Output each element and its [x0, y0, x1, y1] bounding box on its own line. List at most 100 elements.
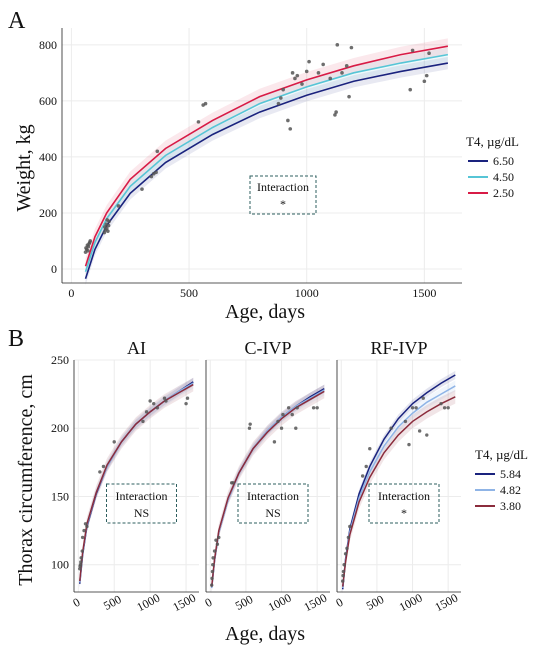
- panel-b-annotation-box: [106, 483, 177, 524]
- panel-b-point: [215, 542, 220, 546]
- panel-b-line-4.82: [79, 382, 194, 583]
- panel-b-point: [425, 433, 429, 437]
- panel-b: B AI 0 500 1000 1500 100 150 200 250 Interaction N…: [8, 326, 528, 645]
- panel-b-point: [80, 535, 85, 540]
- panel-b-y-tick-label: 250: [51, 353, 69, 367]
- panel-a-letter: A: [8, 8, 26, 34]
- panel-b-point: [315, 406, 319, 410]
- panel-b-facet-ai: AI 0 500 1000 1500 100 150 200 250 Interaction NS: [51, 338, 199, 614]
- panel-b-facet-title: C-IVP: [244, 338, 291, 358]
- panel-a-point: [149, 174, 154, 179]
- panel-b-annotation-label: Interaction: [116, 489, 168, 503]
- panel-a-point: [347, 94, 351, 99]
- panel-a-point: [424, 73, 429, 78]
- panel-a-x-tick-label: 500: [180, 286, 198, 300]
- panel-b-point: [368, 447, 372, 451]
- panel-b-point: [279, 426, 284, 430]
- panel-b-point: [341, 573, 345, 578]
- panel-a-y-tick-label: 800: [39, 38, 57, 52]
- panel-b-legend-label: 3.80: [500, 499, 521, 513]
- panel-a-point: [427, 51, 431, 56]
- panel-b-legend: T4, µg/dL 5.84 4.82 3.80: [475, 447, 528, 513]
- panel-b-y-tick-label: 200: [51, 421, 69, 435]
- panel-b-point: [247, 426, 252, 430]
- panel-b-point: [141, 419, 145, 424]
- panel-b-facets: AI0 500 1000 1500100150200250InteractionNSC…: [51, 338, 461, 614]
- panel-b-band-5.84: [79, 377, 194, 588]
- panel-b-point: [417, 429, 422, 433]
- panel-b-point: [101, 464, 106, 469]
- panel-a-point: [281, 87, 285, 92]
- panel-b-point: [98, 470, 102, 474]
- panel-a-point: [155, 149, 160, 154]
- panel-b-annotation-box: [368, 483, 440, 524]
- panel-a-point: [154, 170, 158, 175]
- panel-a-band-4.50: [85, 47, 448, 279]
- panel-b-point: [286, 406, 291, 410]
- panel-b-x-tick-label: 1500: [301, 591, 329, 615]
- panel-b-annotation-label: Interaction: [247, 489, 299, 503]
- panel-b-point: [184, 401, 188, 406]
- panel-a-point: [86, 248, 90, 253]
- panel-a-point: [328, 76, 333, 81]
- panel-a: A 0 500 1000 1500 0 200 400 600 800 Age, days We…: [8, 8, 519, 323]
- panel-a-confidence-bands: [85, 38, 448, 285]
- panel-a-x-tick-label: 1500: [412, 286, 436, 300]
- panel-a-point: [102, 230, 107, 235]
- panel-a-point: [295, 73, 300, 78]
- panel-b-point: [85, 524, 89, 529]
- panel-b-band-4.82: [211, 384, 325, 594]
- panel-a-point: [116, 204, 121, 208]
- panel-b-facet-c-ivp: C-IVP 0 500 1000 1500 Interaction NS: [202, 338, 330, 614]
- panel-b-x-tick-label: 0: [202, 595, 214, 610]
- panel-b-legend-title: T4, µg/dL: [475, 447, 528, 462]
- panel-b-point: [217, 535, 221, 540]
- panel-a-legend-label: 6.50: [493, 154, 514, 168]
- panel-b-point: [389, 426, 393, 430]
- panel-a-line-2.50: [84, 45, 449, 267]
- panel-a-point: [203, 101, 208, 106]
- panel-a-point: [304, 69, 309, 74]
- panel-a-line-6.50: [84, 62, 449, 280]
- panel-a-annotation: Interaction *: [249, 175, 317, 215]
- panel-b-point: [410, 406, 415, 410]
- panel-a-point: [104, 226, 109, 231]
- panel-b-point: [294, 426, 298, 430]
- panel-a-point: [335, 43, 340, 47]
- panel-b-line-3.80: [341, 396, 456, 587]
- panel-b-legend-label: 4.82: [500, 483, 521, 497]
- panel-a-point: [344, 64, 349, 68]
- panel-b-annotation-box: [237, 483, 309, 524]
- panel-a-point: [340, 71, 344, 75]
- panel-a-y-tick-label: 600: [39, 94, 57, 108]
- panel-b-point: [82, 528, 86, 533]
- panel-a-point: [286, 118, 290, 123]
- panel-b-point: [295, 406, 299, 410]
- panel-b-point: [212, 549, 217, 553]
- panel-b-band-3.80: [79, 377, 194, 588]
- panel-b-point: [78, 563, 83, 567]
- panel-b-point: [185, 396, 190, 400]
- panel-a-point: [293, 76, 297, 81]
- panel-b-point: [231, 481, 235, 485]
- panel-b-point: [162, 396, 167, 400]
- panel-b-line-5.84: [79, 381, 194, 584]
- panel-b-x-tick-label: 500: [364, 592, 386, 613]
- panel-b-point: [210, 576, 214, 581]
- panel-a-y-tick-label: 400: [39, 150, 57, 164]
- panel-b-point: [112, 440, 116, 444]
- panel-a-x-axis-label: Age, days: [225, 301, 305, 323]
- panel-a-line-4.50: [84, 53, 449, 273]
- panel-a-point: [290, 71, 295, 75]
- panel-b-point: [342, 563, 346, 567]
- panel-b-y-tick-label: 150: [51, 489, 69, 503]
- panel-b-point: [360, 474, 365, 478]
- panel-a-y-tick-label: 0: [51, 262, 57, 276]
- panel-b-point: [346, 535, 351, 540]
- panel-a-point: [288, 127, 293, 131]
- panel-a-point: [410, 48, 415, 53]
- panel-b-facet-rf-ivp: RF-IVP 0 500 1000 1500 Interaction *: [333, 338, 461, 614]
- panel-a-point: [333, 113, 337, 117]
- panel-b-x-tick-label: 1500: [432, 591, 460, 615]
